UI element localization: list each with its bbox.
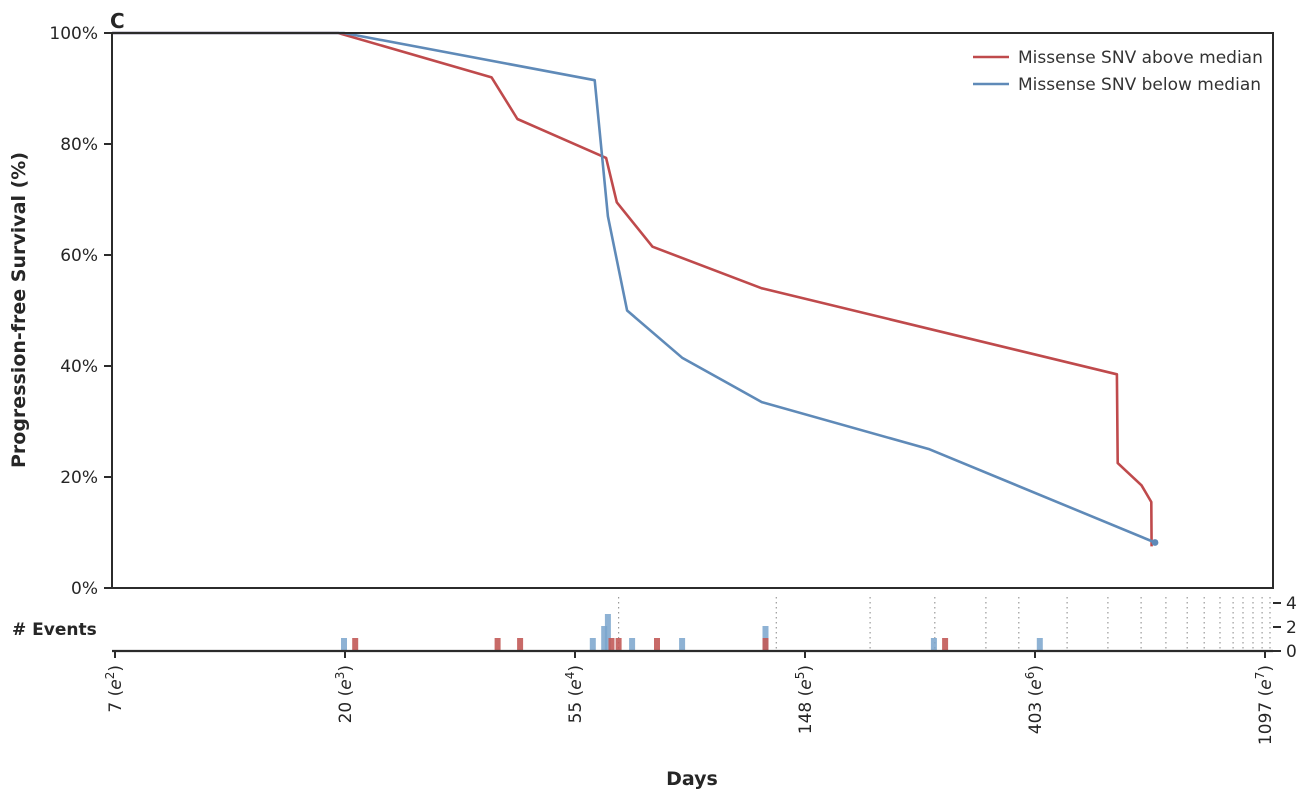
plot-border — [111, 32, 1274, 589]
y-tick-label: 80% — [60, 135, 98, 155]
event-bar-above — [608, 638, 615, 650]
event-bar-above — [517, 638, 524, 650]
events-y-tick-label: 0 — [1286, 642, 1297, 662]
x-tick-label: 1097 (e7) — [1253, 665, 1276, 745]
event-bar-above — [942, 638, 949, 650]
event-bar-below — [589, 638, 596, 650]
event-bar-below — [1036, 638, 1043, 650]
event-bar-above — [494, 638, 501, 650]
events-panel-label: # Events — [12, 620, 97, 640]
event-bar-below — [930, 638, 937, 650]
event-bar-above — [615, 638, 622, 650]
y-tick-label: 60% — [60, 246, 98, 266]
event-bar-above — [352, 638, 359, 650]
event-bar-below — [679, 638, 686, 650]
event-bar-below — [629, 638, 636, 650]
y-tick-label: 20% — [60, 468, 98, 488]
x-tick-label: 20 (e3) — [333, 665, 356, 723]
event-bar-above — [654, 638, 660, 650]
survival-curve-below — [112, 31, 1156, 544]
x-tick-label: 148 (e5) — [793, 665, 816, 734]
x-tick-label: 403 (e6) — [1023, 665, 1046, 734]
x-tick-label: 7 (e2) — [103, 665, 126, 713]
legend-label-above: Missense SNV above median — [1018, 48, 1263, 68]
survival-curve-above — [112, 31, 1153, 547]
y-tick-label: 40% — [60, 357, 98, 377]
y-axis-title: Progression-free Survival (%) — [8, 152, 30, 468]
x-tick-label: 55 (e4) — [563, 665, 586, 723]
event-bar-below — [604, 614, 611, 650]
curve-end-marker-below — [1151, 539, 1159, 546]
event-bar-below — [601, 626, 608, 650]
event-bar-above — [762, 638, 769, 650]
events-y-tick-label: 2 — [1286, 618, 1297, 638]
y-tick-label: 100% — [49, 24, 98, 44]
event-bar-below — [341, 638, 347, 650]
y-tick-label: 0% — [71, 579, 98, 599]
legend-label-below: Missense SNV below median — [1018, 75, 1261, 95]
panel-label: C — [110, 9, 125, 33]
x-axis-title: Days — [666, 768, 718, 790]
events-y-tick-label: 4 — [1286, 594, 1297, 614]
